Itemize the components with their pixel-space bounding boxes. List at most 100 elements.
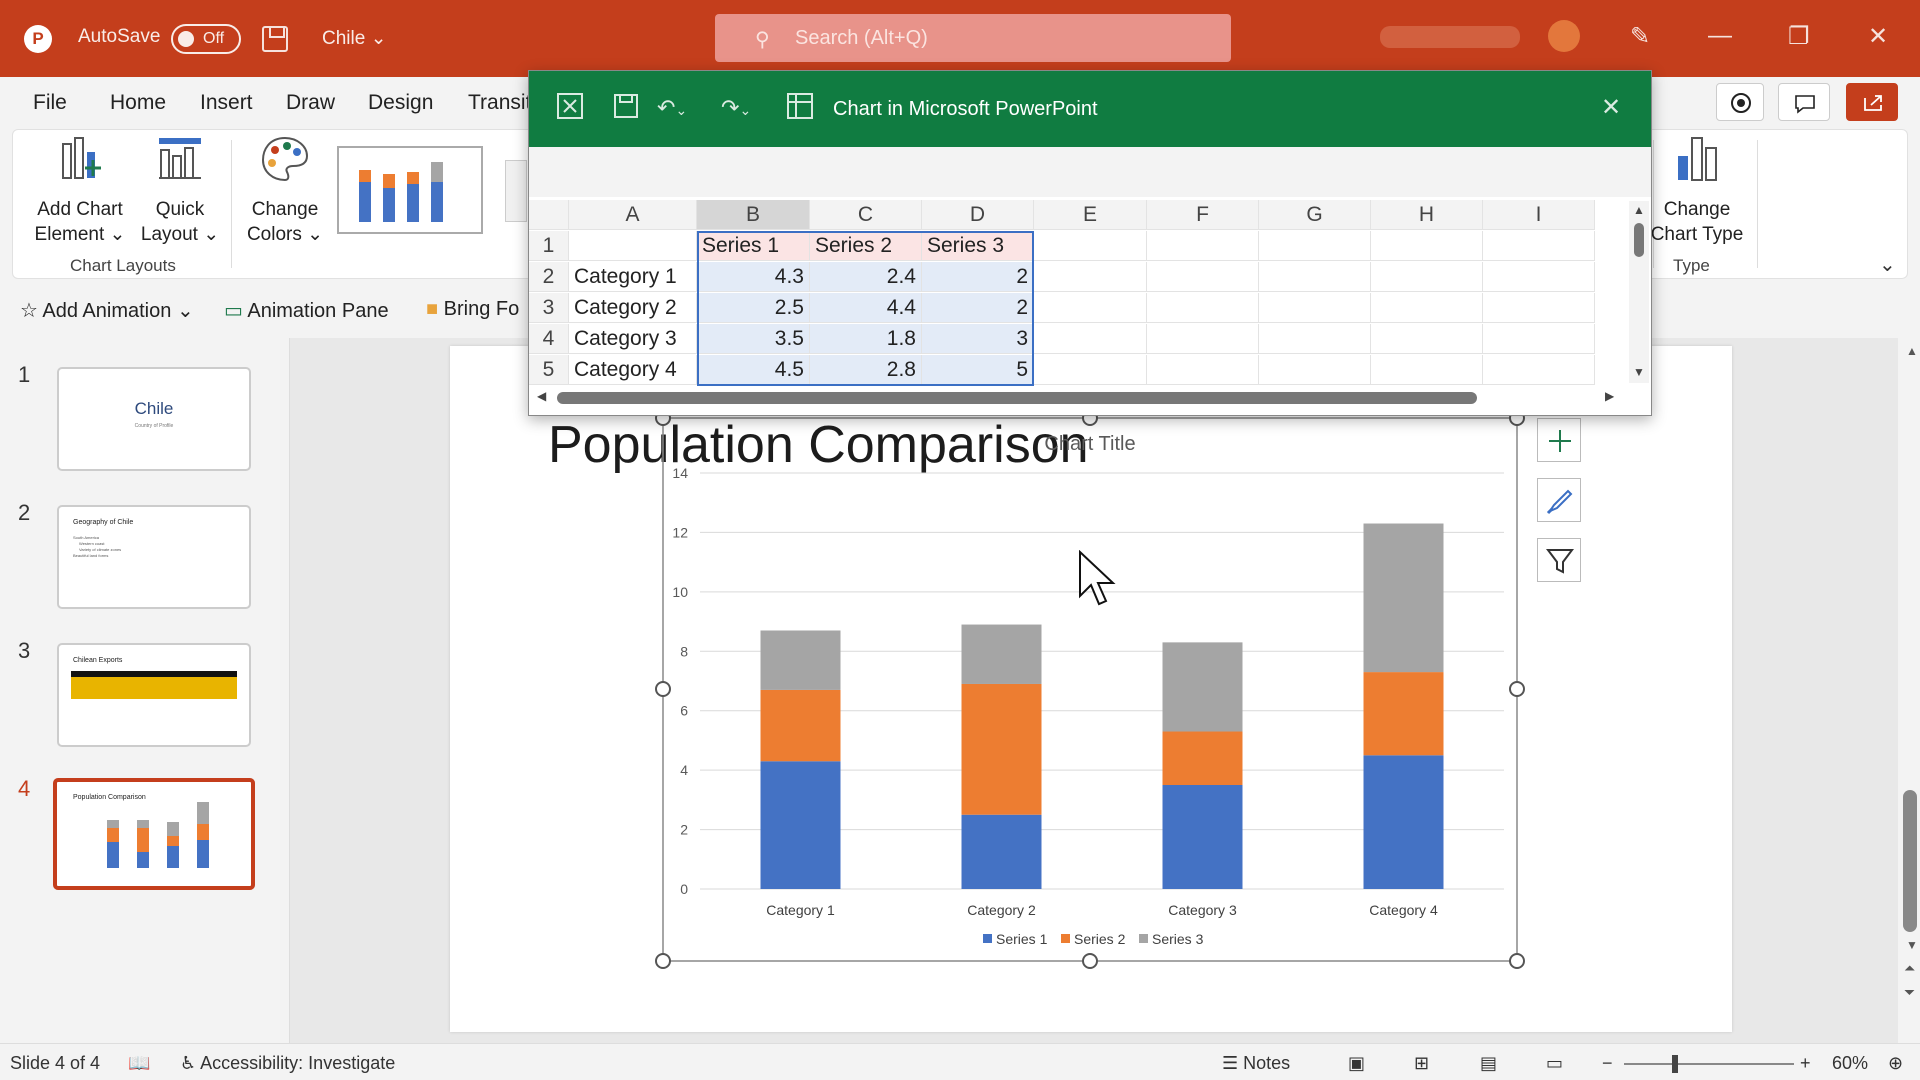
column-header-d[interactable]: D (922, 200, 1034, 230)
cell-a2[interactable]: Category 1 (569, 262, 697, 292)
cell-i1[interactable] (1483, 231, 1595, 261)
cell-g2[interactable] (1259, 262, 1371, 292)
zoom-in-icon[interactable]: + (1800, 1053, 1811, 1073)
cell-g5[interactable] (1259, 355, 1371, 385)
record-button[interactable] (1716, 83, 1764, 121)
add-chart-element-button[interactable]: Add Chart Element ⌄ (28, 134, 132, 247)
comments-button[interactable] (1778, 83, 1830, 121)
save-icon[interactable] (611, 91, 641, 127)
undo-icon[interactable]: ↶⌄ (657, 95, 688, 120)
column-header-a[interactable]: A (569, 200, 697, 230)
cell-i2[interactable] (1483, 262, 1595, 292)
cell-f2[interactable] (1147, 262, 1259, 292)
slide-show-icon[interactable]: ▭ (1546, 1053, 1564, 1073)
cell-a4[interactable]: Category 3 (569, 324, 697, 354)
cell-f4[interactable] (1147, 324, 1259, 354)
cell-b3[interactable]: 2.5 (697, 293, 810, 323)
row-header-4[interactable]: 4 (529, 324, 569, 354)
zoom-level[interactable]: 60% (1832, 1053, 1869, 1073)
cell-d5[interactable]: 5 (922, 355, 1034, 385)
zoom-slider[interactable] (1624, 1055, 1794, 1073)
cell-d4[interactable]: 3 (922, 324, 1034, 354)
cell-e1[interactable] (1034, 231, 1147, 261)
row-header-3[interactable]: 3 (529, 293, 569, 323)
scrollbar-thumb[interactable] (557, 392, 1477, 404)
redo-icon[interactable]: ↷⌄ (721, 95, 752, 120)
sheet-vertical-scrollbar[interactable]: ▲ ▼ (1629, 201, 1649, 383)
column-header-e[interactable]: E (1034, 200, 1147, 230)
column-header-i[interactable]: I (1483, 200, 1595, 230)
chart-style-thumbnail[interactable] (337, 146, 483, 234)
avatar[interactable] (1548, 20, 1580, 52)
share-button[interactable] (1846, 83, 1898, 121)
cell-f3[interactable] (1147, 293, 1259, 323)
row-header-5[interactable]: 5 (529, 355, 569, 385)
chart-filters-button[interactable] (1537, 538, 1581, 582)
cell-i3[interactable] (1483, 293, 1595, 323)
cell-a5[interactable]: Category 4 (569, 355, 697, 385)
scroll-down-icon[interactable]: ▼ (1633, 365, 1645, 379)
cell-h4[interactable] (1371, 324, 1483, 354)
tab-insert[interactable]: Insert (200, 91, 253, 114)
chart-elements-button[interactable] (1537, 418, 1581, 462)
cell-c1[interactable]: Series 2 (810, 231, 922, 261)
slide-thumbnail-3[interactable]: Chilean Exports (57, 643, 251, 747)
chart-style-next[interactable] (505, 160, 527, 222)
column-header-f[interactable]: F (1147, 200, 1259, 230)
cell-i4[interactable] (1483, 324, 1595, 354)
zoom-slider-handle[interactable] (1672, 1055, 1678, 1073)
cell-b4[interactable]: 3.5 (697, 324, 810, 354)
cell-h5[interactable] (1371, 355, 1483, 385)
scroll-up-icon[interactable]: ▲ (1633, 203, 1645, 217)
select-all-corner[interactable] (529, 200, 569, 230)
add-animation-button[interactable]: ☆ Add Animation ⌄ (20, 298, 194, 323)
slide-thumbnail-2[interactable]: Geography of Chile South America Western… (57, 505, 251, 609)
formula-bar[interactable] (529, 147, 1651, 197)
scroll-left-icon[interactable]: ◀ (537, 389, 547, 403)
quick-layout-button[interactable]: Quick Layout ⌄ (140, 134, 220, 247)
scroll-right-icon[interactable]: ▶ (1605, 389, 1615, 403)
cell-d1[interactable]: Series 3 (922, 231, 1034, 261)
cell-b2[interactable]: 4.3 (697, 262, 810, 292)
sheet-horizontal-scrollbar[interactable]: ◀ ▶ (537, 387, 1627, 409)
cell-e2[interactable] (1034, 262, 1147, 292)
scroll-up-icon[interactable]: ▲ (1906, 344, 1918, 358)
zoom-out-icon[interactable]: − (1602, 1053, 1613, 1073)
cell-d3[interactable]: 2 (922, 293, 1034, 323)
file-name-button[interactable]: Chile ⌄ (322, 27, 387, 50)
minimize-icon[interactable]: — (1708, 22, 1732, 49)
cell-a3[interactable]: Category 2 (569, 293, 697, 323)
cell-c3[interactable]: 4.4 (810, 293, 922, 323)
slide-sorter-icon[interactable]: ⊞ (1414, 1053, 1430, 1073)
autosave-toggle[interactable]: Off (171, 24, 241, 54)
close-window-icon[interactable]: ✕ (1868, 23, 1889, 50)
cell-c4[interactable]: 1.8 (810, 324, 922, 354)
cell-b1[interactable]: Series 1 (697, 231, 810, 261)
save-icon[interactable] (262, 26, 288, 52)
cell-g4[interactable] (1259, 324, 1371, 354)
cell-h1[interactable] (1371, 231, 1483, 261)
notes-page-icon[interactable]: 📖 (128, 1053, 151, 1073)
change-chart-type-button[interactable]: Change Chart Type (1648, 134, 1746, 247)
tab-design[interactable]: Design (368, 91, 434, 114)
expand-ribbon-icon[interactable]: ⌄ (1879, 254, 1896, 276)
chart-styles-button[interactable] (1537, 478, 1581, 522)
previous-slide-icon[interactable]: ⏶ (1904, 960, 1916, 976)
reading-view-icon[interactable]: ▤ (1480, 1053, 1498, 1073)
cell-b5[interactable]: 4.5 (697, 355, 810, 385)
tab-home[interactable]: Home (110, 91, 167, 114)
cell-e3[interactable] (1034, 293, 1147, 323)
tab-transitions[interactable]: Transit (468, 91, 532, 114)
tab-draw[interactable]: Draw (286, 91, 336, 114)
edit-data-in-excel-icon[interactable] (785, 91, 815, 127)
cell-h2[interactable] (1371, 262, 1483, 292)
cell-e4[interactable] (1034, 324, 1147, 354)
vertical-scrollbar[interactable]: ▲ ▼ ⏶ ⏷ (1900, 338, 1920, 1043)
accessibility-button[interactable]: ♿ Accessibility: Investigate (180, 1053, 395, 1074)
next-slide-icon[interactable]: ⏷ (1904, 984, 1916, 1000)
cell-f5[interactable] (1147, 355, 1259, 385)
normal-view-icon[interactable]: ▣ (1348, 1053, 1366, 1073)
cell-i5[interactable] (1483, 355, 1595, 385)
close-icon[interactable]: ✕ (1601, 94, 1622, 121)
pen-icon[interactable]: ✎ (1630, 23, 1651, 50)
